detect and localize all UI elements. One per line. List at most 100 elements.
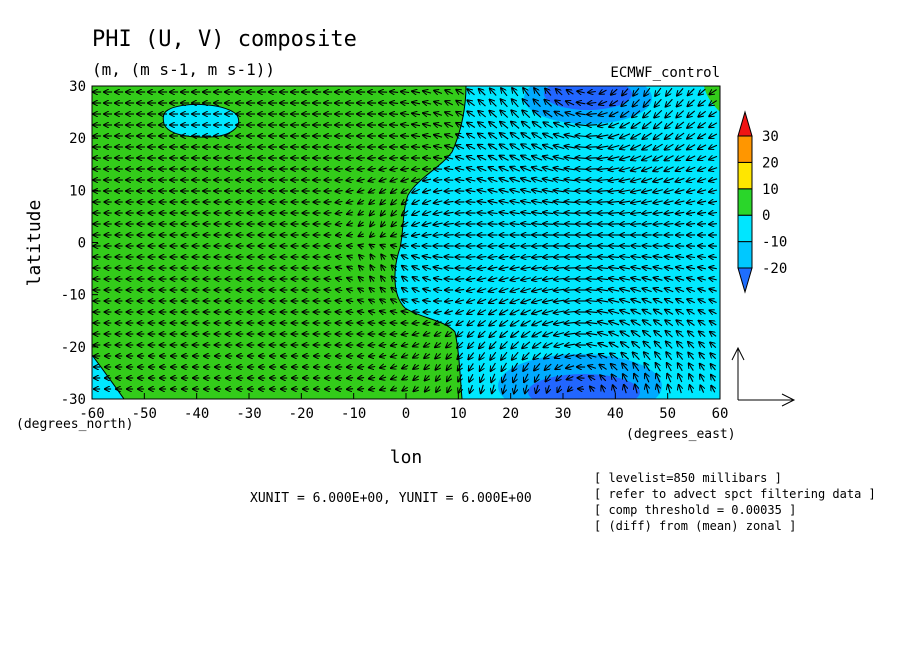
wind-vector [489, 288, 498, 291]
wind-vector [490, 341, 497, 349]
wind-vector [642, 155, 653, 161]
wind-vector [631, 310, 641, 315]
wind-vector [447, 385, 451, 393]
wind-vector [401, 92, 410, 93]
wind-vector [631, 224, 641, 225]
wind-vector [609, 146, 620, 149]
wind-vector [710, 332, 717, 337]
wind-vector [620, 267, 630, 269]
wind-vector [688, 353, 695, 360]
wind-vector [554, 289, 565, 290]
wind-vector [402, 288, 409, 292]
wind-vector [554, 224, 565, 225]
wind-vector [467, 111, 476, 118]
wind-vector [676, 132, 685, 139]
wind-vector [577, 91, 585, 93]
wind-vector [565, 179, 576, 180]
wind-vector [512, 88, 519, 97]
wind-vector [445, 146, 454, 149]
wind-vector [609, 300, 620, 303]
wind-vector [534, 363, 541, 371]
wind-vector [587, 114, 597, 115]
wind-vector [412, 179, 421, 181]
wind-vector [510, 190, 520, 193]
wind-vector [565, 168, 576, 170]
wind-vector [543, 321, 554, 324]
wind-vector [642, 267, 652, 269]
wind-vector [489, 167, 498, 171]
wind-vector [653, 167, 664, 171]
wind-vector [620, 145, 631, 149]
wind-vector [609, 311, 620, 314]
wind-vector [666, 87, 673, 96]
wind-vector [434, 290, 443, 291]
x-tick-label: -60 [79, 406, 104, 422]
wind-vector [698, 299, 706, 302]
wind-vector [609, 321, 620, 325]
wind-vector [576, 124, 587, 125]
wind-vector [456, 157, 465, 160]
wind-vector [510, 299, 520, 303]
wind-vector [709, 90, 717, 95]
wind-vector [489, 201, 498, 203]
vector-scale-text: XUNIT = 6.000E+00, YUNIT = 6.000E+00 [250, 491, 532, 506]
wind-vector [687, 212, 696, 213]
wind-vector [401, 179, 409, 182]
wind-vector [598, 257, 609, 258]
wind-vector [599, 354, 608, 358]
wind-vector [478, 156, 487, 160]
wind-vector [588, 355, 597, 357]
wind-vector [676, 310, 685, 315]
wind-vector [445, 135, 454, 138]
wind-vector [359, 255, 363, 259]
colorbar-swatch [737, 135, 753, 163]
wind-vector [631, 190, 642, 192]
wind-vector [622, 88, 629, 96]
wind-vector [424, 322, 431, 324]
wind-vector [654, 110, 663, 117]
wind-vector [554, 268, 565, 269]
wind-vector [565, 124, 576, 127]
wind-vector [532, 257, 542, 258]
wind-vector [347, 389, 354, 390]
x-tick-label: -10 [341, 406, 366, 422]
wind-vector [478, 289, 487, 292]
wind-vector [380, 366, 387, 368]
wind-vector [369, 200, 374, 204]
wind-vector [511, 133, 520, 140]
wind-vector [544, 100, 552, 107]
wind-vector [478, 145, 487, 150]
y-unit-label: (degrees_north) [16, 417, 133, 432]
wind-vector [598, 135, 609, 137]
wind-vector [501, 99, 508, 108]
wind-vector [391, 210, 398, 215]
wind-vector [635, 385, 637, 394]
y-tick-label: -20 [61, 340, 86, 356]
wind-vector [565, 146, 576, 148]
wind-vector [709, 168, 718, 171]
x-tick-label: -30 [236, 406, 261, 422]
wind-vector [709, 300, 717, 303]
wind-vector [699, 88, 706, 95]
wind-vector [402, 277, 409, 282]
wind-vector [444, 257, 454, 258]
wind-vector [500, 133, 509, 140]
wind-vector [589, 376, 596, 380]
wind-vector [676, 121, 685, 128]
wind-vector [359, 277, 364, 281]
wind-vector [565, 322, 576, 323]
wind-vector [698, 167, 707, 170]
wind-vector [533, 352, 542, 359]
wind-vector [489, 267, 498, 269]
wind-vector [336, 301, 343, 302]
wind-vector [392, 265, 397, 270]
wind-vector [347, 223, 354, 225]
wind-vector [668, 385, 670, 394]
wind-vector [445, 112, 454, 116]
wind-vector [653, 224, 663, 225]
wind-vector [370, 277, 374, 282]
wind-vector [643, 121, 652, 129]
wind-vector [709, 190, 718, 192]
wind-vector [336, 267, 343, 268]
wind-vector [467, 168, 476, 171]
